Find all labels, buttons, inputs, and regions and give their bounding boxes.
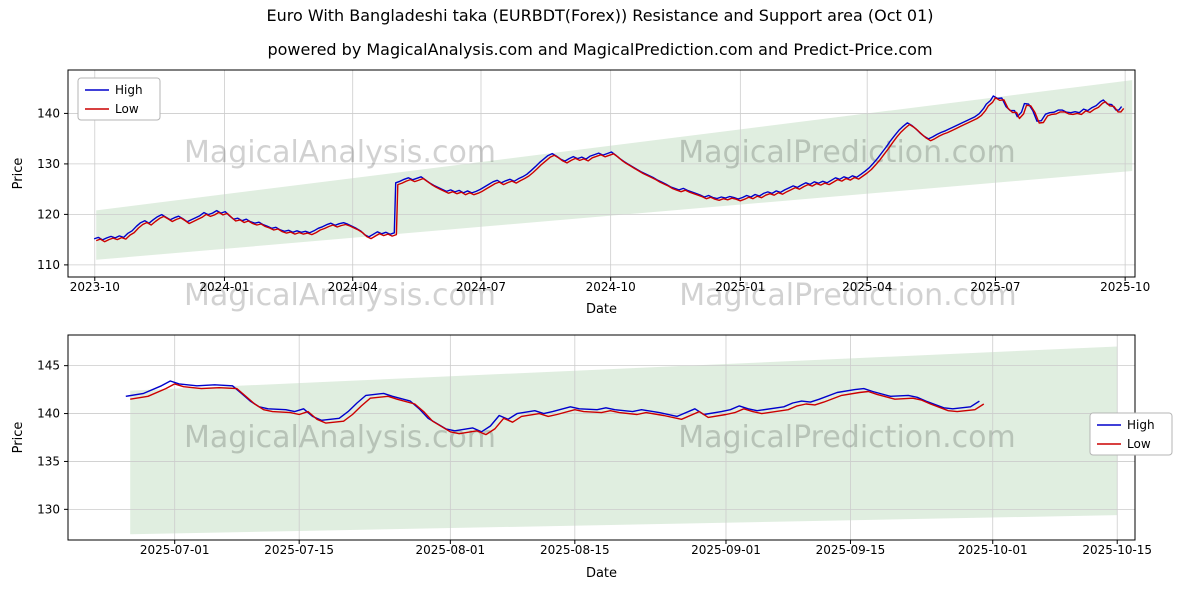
watermark-analysis: MagicalAnalysis.com <box>184 135 496 170</box>
series-high-line <box>125 380 980 433</box>
legend-label-high: High <box>1127 418 1155 432</box>
tick-label-x: 2025-10-15 <box>1082 543 1152 557</box>
tick-label-x: 2025-07-01 <box>140 543 210 557</box>
watermark-prediction-mid: MagicalPrediction.com <box>679 278 1017 313</box>
tick-label-x: 2023-10 <box>70 280 120 294</box>
chart-recent: MagicalAnalysis.com MagicalPrediction.com… <box>11 334 1173 581</box>
legend-label-low: Low <box>115 102 139 116</box>
tick-label-x: 2024-04 <box>328 280 378 294</box>
support-resistance-band <box>130 346 1118 535</box>
tick-label-y: 140 <box>37 106 60 120</box>
x-axis-label: Date <box>586 566 617 581</box>
series-low-line <box>95 97 1125 243</box>
figure-title: Euro With Bangladeshi taka (EURBDT(Forex… <box>266 6 934 25</box>
watermark-analysis: MagicalAnalysis.com <box>184 420 496 455</box>
watermark-analysis-mid: MagicalAnalysis.com <box>183 278 497 313</box>
tick-label-x: 2025-04 <box>842 280 892 294</box>
x-axis-label: Date <box>586 302 617 317</box>
tick-label-x: 2025-08-01 <box>415 543 485 557</box>
y-axis-label: Price <box>11 158 26 190</box>
tick-label-y: 130 <box>37 157 60 171</box>
legend-label-low: Low <box>1127 437 1151 451</box>
tick-label-x: 2024-10 <box>586 280 636 294</box>
tick-label-x: 2025-10 <box>1100 280 1150 294</box>
tick-label-x: 2025-09-15 <box>816 543 886 557</box>
axes-frame <box>67 69 1136 278</box>
tick-label-x: 2024-01 <box>199 280 249 294</box>
support-resistance-band <box>96 80 1133 260</box>
series-high-line <box>93 95 1123 241</box>
tick-label-x: 2025-01 <box>715 280 765 294</box>
tick-label-y: 130 <box>37 502 60 516</box>
tick-label-x: 2025-08-15 <box>540 543 610 557</box>
series-low-line <box>130 383 985 436</box>
watermark-prediction: MagicalPrediction.com <box>678 135 1016 170</box>
tick-label-x: 2025-07 <box>970 280 1020 294</box>
tick-label-y: 120 <box>37 207 60 221</box>
tick-label-y: 135 <box>37 454 60 468</box>
legend-label-high: High <box>115 83 143 97</box>
tick-label-y: 110 <box>37 258 60 272</box>
tick-label-y: 140 <box>37 407 60 421</box>
tick-label-x: 2025-07-15 <box>264 543 334 557</box>
watermark-prediction: MagicalPrediction.com <box>678 420 1016 455</box>
chart-overview: MagicalAnalysis.com MagicalPrediction.com… <box>11 69 1150 317</box>
y-axis-label: Price <box>11 422 26 454</box>
tick-label-x: 2024-07 <box>456 280 506 294</box>
tick-label-x: 2025-09-01 <box>691 543 761 557</box>
tick-label-x: 2025-10-01 <box>958 543 1028 557</box>
tick-label-y: 145 <box>37 359 60 373</box>
figure-subtitle: powered by MagicalAnalysis.com and Magic… <box>267 40 933 59</box>
